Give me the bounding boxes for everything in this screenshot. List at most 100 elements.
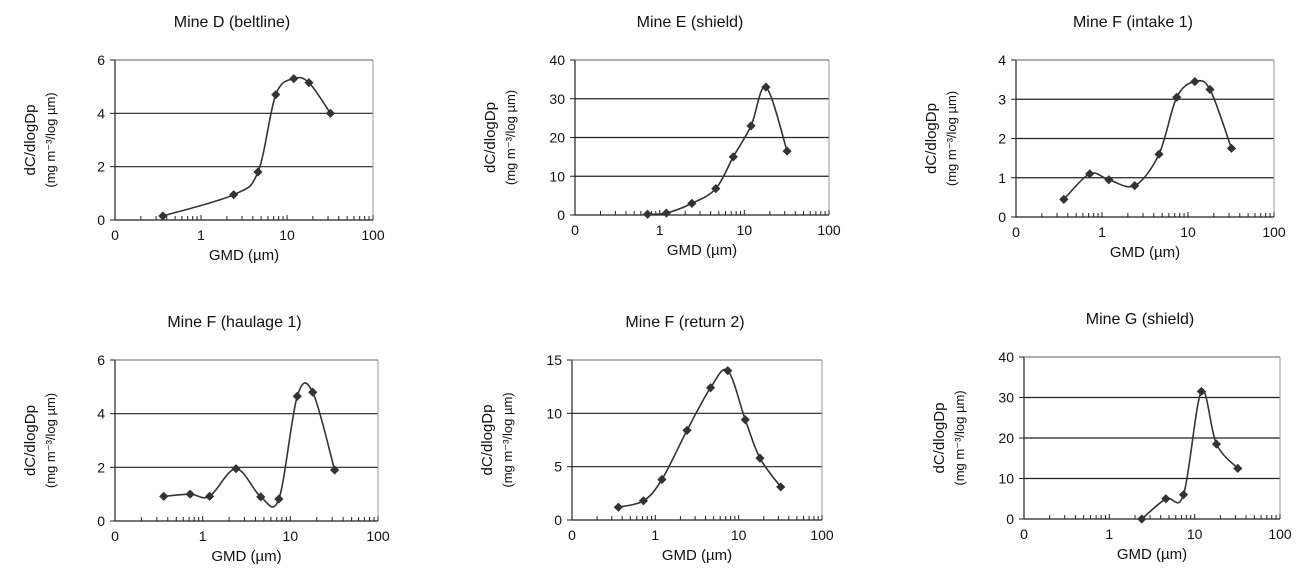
x-tick-label: 100	[361, 227, 385, 243]
data-point	[271, 90, 281, 100]
data-point	[746, 121, 756, 131]
x-tick-label: 100	[817, 222, 841, 238]
data-point	[1211, 439, 1222, 449]
y-tick-label: 6	[97, 52, 105, 68]
y-axis-label: dC/dlogDp	[931, 403, 948, 474]
y-axis-label: dC/dlogDp	[22, 405, 39, 476]
x-tick-label: 1	[651, 527, 659, 543]
x-tick-label: 0	[1012, 224, 1020, 240]
series-line	[1141, 389, 1239, 520]
data-point	[1104, 175, 1114, 185]
x-axis-label: GMD (µm)	[1110, 244, 1180, 261]
series-line	[618, 368, 782, 508]
y-tick-label: 40	[998, 349, 1014, 365]
x-tick-label: 100	[1262, 224, 1286, 240]
data-point	[657, 474, 667, 485]
y-tick-label: 30	[549, 91, 565, 107]
y-axis-label: dC/dlogDp	[479, 405, 496, 476]
y-tick-label: 0	[554, 512, 562, 528]
y-tick-label: 4	[97, 406, 105, 422]
data-point	[782, 146, 792, 156]
data-point	[159, 491, 169, 501]
x-tick-label: 1	[1098, 224, 1106, 240]
x-tick-label: 1	[199, 528, 207, 544]
chart-panel: Mine F (haulage 1) 0 2 4 6 0 1 10 100 GMD (µm) dC/…	[22, 314, 390, 565]
y-tick-label: 10	[998, 471, 1014, 487]
data-point	[1085, 169, 1095, 179]
x-axis-label: GMD (µm)	[667, 242, 737, 259]
y-tick-label: 20	[998, 430, 1014, 446]
data-point	[1196, 386, 1207, 397]
data-point	[761, 82, 771, 92]
data-point	[308, 387, 318, 397]
chart-title: Mine F (intake 1)	[1073, 14, 1193, 31]
data-point	[723, 366, 733, 376]
y-tick-label: 5	[554, 459, 562, 475]
data-point	[229, 190, 239, 200]
x-tick-label: 10	[1180, 224, 1196, 240]
y-tick-label: 4	[97, 105, 105, 121]
data-point	[289, 74, 299, 84]
data-point	[1226, 143, 1237, 153]
data-point	[1190, 76, 1200, 87]
data-point	[776, 482, 786, 492]
y-axis-label: dC/dlogDp	[482, 102, 499, 173]
y-tick-label: 3	[998, 91, 1006, 107]
data-point	[728, 152, 738, 162]
data-point	[1161, 494, 1171, 504]
x-tick-label: 100	[810, 527, 834, 543]
data-point	[205, 491, 215, 501]
series-line	[647, 86, 788, 216]
chart-title: Mine G (shield)	[1086, 311, 1194, 328]
y-axis-label: dC/dlogDp	[923, 103, 940, 174]
x-tick-label: 10	[283, 528, 299, 544]
data-point	[638, 496, 649, 506]
x-tick-label: 10	[279, 227, 295, 243]
y-tick-label: 6	[97, 352, 105, 368]
data-point	[253, 167, 263, 177]
y-axis-units: (mg m⁻³/log µm)	[500, 392, 515, 487]
chart-title: Mine D (beltline)	[174, 14, 290, 31]
x-tick-label: 1	[656, 222, 664, 238]
x-tick-label: 0	[568, 527, 576, 543]
chart-title: Mine F (haulage 1)	[167, 314, 301, 331]
y-tick-label: 0	[557, 207, 565, 223]
x-tick-label: 1	[197, 227, 205, 243]
y-tick-label: 4	[998, 52, 1006, 68]
y-axis-units: (mg m⁻³/log µm)	[944, 91, 959, 186]
y-tick-label: 30	[998, 390, 1014, 406]
chart-panel: Mine F (intake 1) 0 1 2 3 4 0 1 10 100 GMD (µm) dC/…	[923, 14, 1286, 261]
y-axis-units: (mg m⁻³/log µm)	[503, 90, 518, 185]
data-point	[325, 108, 336, 118]
y-tick-label: 2	[998, 131, 1006, 147]
data-point	[330, 465, 340, 475]
y-tick-label: 0	[998, 209, 1006, 225]
x-tick-label: 10	[1187, 526, 1203, 542]
data-point	[755, 453, 765, 463]
chart-panel: Mine F (return 2) 0 5 10 15 0 1 10 100 GMD (µm) dC…	[479, 314, 834, 564]
data-point	[256, 492, 266, 502]
y-tick-label: 0	[97, 212, 105, 228]
y-tick-label: 0	[1006, 511, 1014, 527]
data-point	[304, 78, 314, 88]
x-tick-label: 100	[366, 528, 390, 544]
data-point	[1059, 194, 1069, 204]
data-point	[1154, 149, 1164, 159]
x-axis-label: GMD (µm)	[211, 548, 281, 565]
x-tick-label: 0	[571, 222, 579, 238]
y-tick-label: 20	[549, 130, 565, 146]
y-axis-units: (mg m⁻³/log µm)	[43, 92, 58, 187]
data-point	[158, 211, 168, 221]
y-tick-label: 40	[549, 52, 565, 68]
data-point	[185, 489, 195, 499]
chart-title: Mine F (return 2)	[625, 314, 744, 331]
x-tick-label: 0	[111, 227, 119, 243]
y-tick-label: 2	[97, 159, 105, 175]
series-line	[163, 382, 336, 508]
data-point	[1172, 92, 1182, 102]
y-axis-units: (mg m⁻³/log µm)	[43, 393, 58, 488]
x-tick-label: 10	[737, 222, 753, 238]
chart-title: Mine E (shield)	[637, 14, 744, 31]
x-tick-label: 100	[1268, 526, 1292, 542]
y-tick-label: 1	[998, 170, 1006, 186]
